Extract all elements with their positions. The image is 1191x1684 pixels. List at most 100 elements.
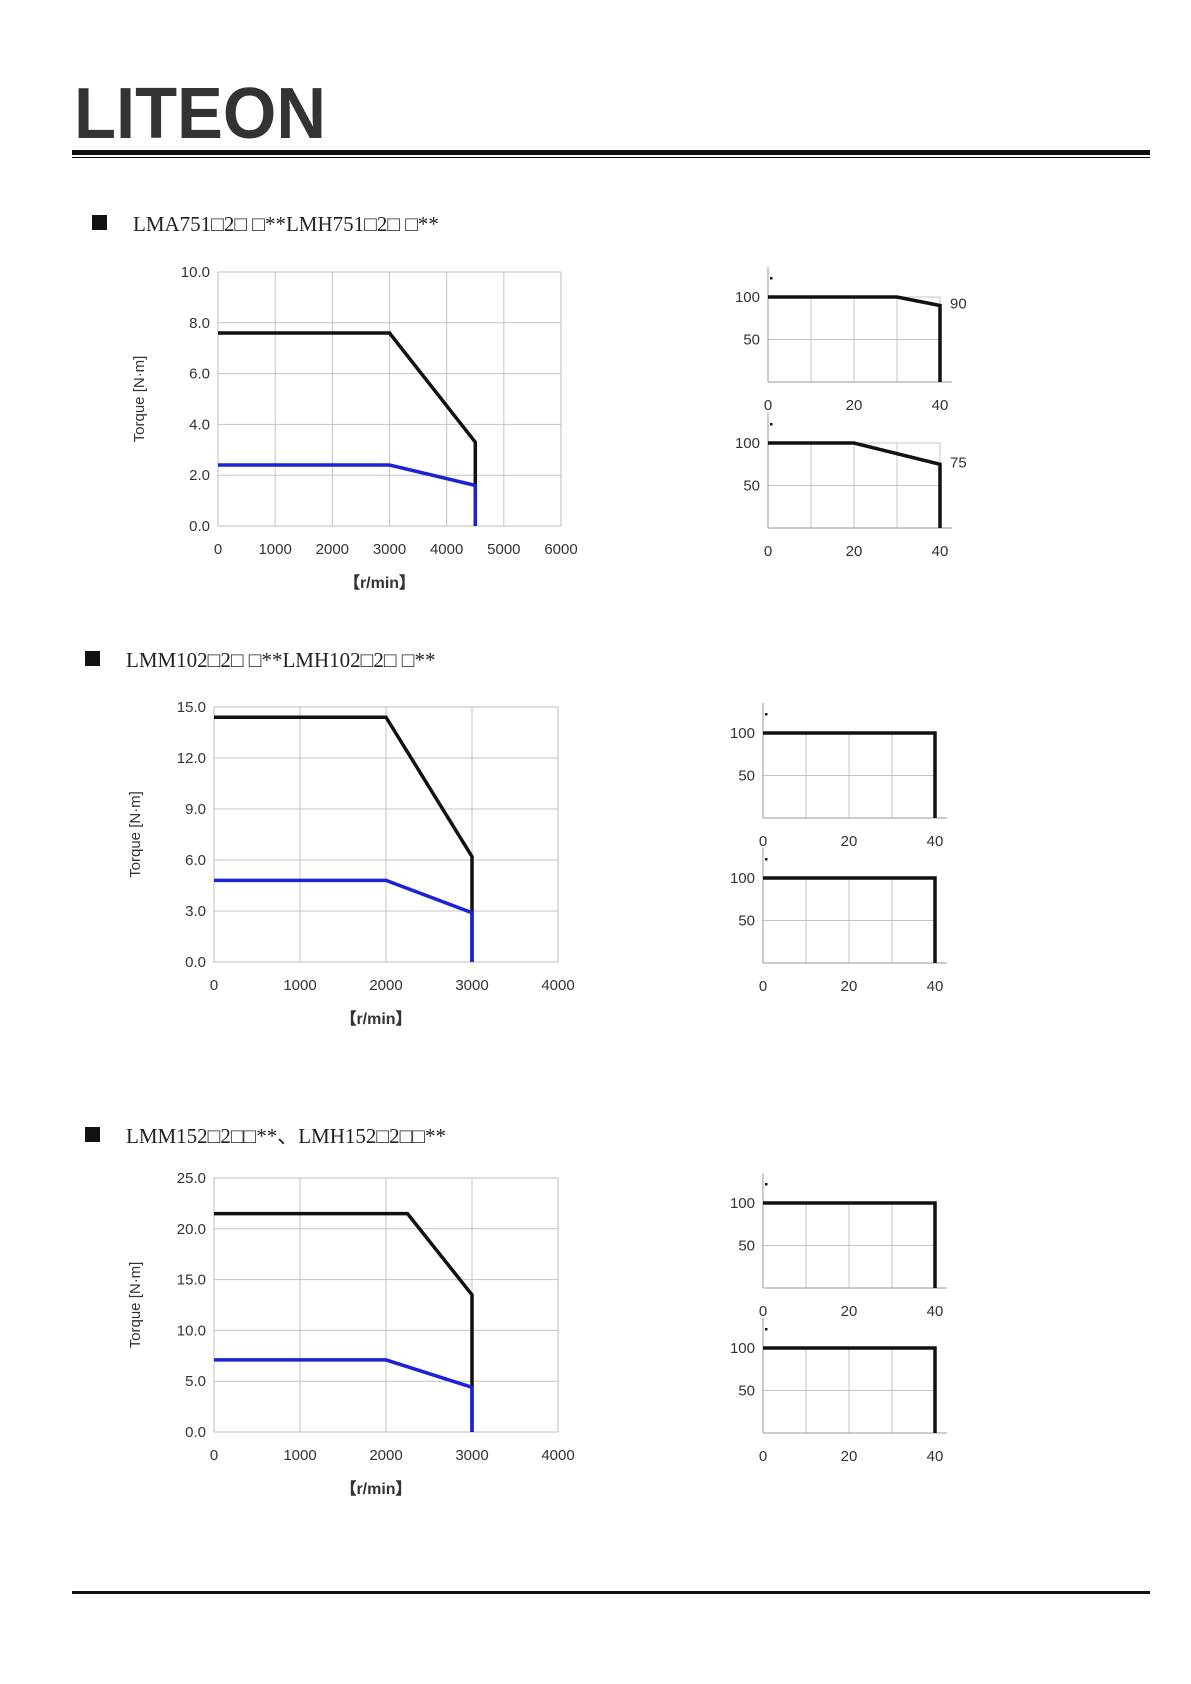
x-tick-label: 4000 bbox=[430, 541, 463, 558]
end-value-label: 90 bbox=[950, 296, 967, 313]
x-tick-label: 3000 bbox=[455, 1447, 488, 1464]
bullet-square bbox=[85, 1127, 100, 1142]
y-tick-label: 9.0 bbox=[185, 801, 206, 818]
x-tick-label: 4000 bbox=[541, 977, 574, 994]
x-tick-label: 20 bbox=[841, 1303, 858, 1320]
section-title-2: LMM102□2□ □**LMH102□2□ □** bbox=[85, 648, 435, 673]
y-tick-label: 100 bbox=[730, 870, 755, 887]
y-tick-label: 50 bbox=[743, 478, 760, 495]
x-tick-label: 5000 bbox=[487, 541, 520, 558]
y-tick-label: 25.0 bbox=[177, 1170, 206, 1187]
y-tick-label: 0.0 bbox=[189, 518, 210, 535]
y-tick-label: 50 bbox=[738, 768, 755, 785]
y-tick-label: 6.0 bbox=[189, 366, 210, 383]
y-tick-label: 6.0 bbox=[185, 852, 206, 869]
y-tick-label: 100 bbox=[730, 1195, 755, 1212]
x-tick-label: 40 bbox=[932, 543, 949, 560]
x-axis-label: 【r/min】 bbox=[344, 574, 415, 592]
y-tick-label: 5.0 bbox=[185, 1373, 206, 1390]
y-tick-label: 2.0 bbox=[189, 467, 210, 484]
x-tick-label: 40 bbox=[927, 833, 944, 850]
section-title-1: LMA751□2□ □**LMH751□2□ □** bbox=[92, 212, 439, 237]
y-tick-label: 50 bbox=[738, 1238, 755, 1255]
x-tick-label: 20 bbox=[846, 397, 863, 414]
y-tick-label: 50 bbox=[738, 913, 755, 930]
peak-torque-curve bbox=[768, 295, 942, 382]
peak-torque-curve bbox=[214, 1211, 474, 1432]
peak-torque-curve bbox=[763, 876, 937, 963]
x-tick-label: 1000 bbox=[283, 977, 316, 994]
logo-text: LITEON bbox=[74, 80, 326, 142]
x-tick-label: 0 bbox=[759, 1303, 767, 1320]
peak-torque-curve bbox=[768, 441, 942, 528]
y-tick-label: 20.0 bbox=[177, 1221, 206, 1238]
y-tick-label: 3.0 bbox=[185, 903, 206, 920]
y-tick-label: 100 bbox=[735, 435, 760, 452]
y-tick-label: 15.0 bbox=[177, 1272, 206, 1289]
end-value-label: 75 bbox=[950, 454, 967, 471]
x-tick-label: 3000 bbox=[455, 977, 488, 994]
x-tick-label: 40 bbox=[932, 397, 949, 414]
peak-torque-curve bbox=[763, 1346, 937, 1433]
bullet-square bbox=[92, 215, 107, 230]
axis-marker-dot bbox=[765, 713, 768, 716]
x-tick-label: 0 bbox=[210, 1447, 218, 1464]
y-axis-label: Torque [N·m] bbox=[127, 1262, 144, 1349]
y-tick-label: 10.0 bbox=[177, 1322, 206, 1339]
x-tick-label: 1000 bbox=[283, 1447, 316, 1464]
section-title-text: LMM152□2□□**、LMH152□2□□** bbox=[126, 1124, 446, 1148]
x-tick-label: 0 bbox=[764, 397, 772, 414]
x-tick-label: 0 bbox=[214, 541, 222, 558]
y-axis-label: Torque [N·m] bbox=[131, 356, 148, 443]
x-axis-label: 【r/min】 bbox=[340, 1480, 411, 1498]
y-axis-label: Torque [N·m] bbox=[127, 791, 144, 878]
x-tick-label: 40 bbox=[927, 1448, 944, 1465]
x-tick-label: 1000 bbox=[258, 541, 291, 558]
liteon-logo: LITEON bbox=[74, 80, 326, 142]
peak-torque-curve bbox=[763, 1201, 937, 1288]
axis-marker-dot bbox=[770, 277, 773, 280]
y-tick-label: 12.0 bbox=[177, 750, 206, 767]
x-tick-label: 40 bbox=[927, 1303, 944, 1320]
x-tick-label: 20 bbox=[841, 833, 858, 850]
y-tick-label: 0.0 bbox=[185, 954, 206, 971]
y-tick-label: 50 bbox=[738, 1383, 755, 1400]
x-tick-label: 0 bbox=[759, 978, 767, 995]
x-tick-label: 2000 bbox=[369, 977, 402, 994]
x-tick-label: 40 bbox=[927, 978, 944, 995]
y-tick-label: 15.0 bbox=[177, 699, 206, 716]
section-title-3: LMM152□2□□**、LMH152□2□□** bbox=[85, 1120, 446, 1150]
axis-marker-dot bbox=[765, 1183, 768, 1186]
y-tick-label: 4.0 bbox=[189, 416, 210, 433]
y-tick-label: 10.0 bbox=[181, 264, 210, 281]
y-tick-label: 100 bbox=[730, 725, 755, 742]
x-tick-label: 6000 bbox=[544, 541, 577, 558]
peak-torque-curve bbox=[763, 731, 937, 818]
x-tick-label: 0 bbox=[759, 833, 767, 850]
plot-frame bbox=[213, 1177, 559, 1433]
y-tick-label: 100 bbox=[735, 289, 760, 306]
rated-torque-curve bbox=[214, 1358, 474, 1432]
x-tick-label: 0 bbox=[759, 1448, 767, 1465]
x-tick-label: 20 bbox=[841, 1448, 858, 1465]
x-tick-label: 0 bbox=[764, 543, 772, 560]
header-rule bbox=[72, 150, 1150, 155]
rated-torque-curve bbox=[214, 878, 474, 962]
bullet-square bbox=[85, 651, 100, 666]
y-tick-label: 0.0 bbox=[185, 1424, 206, 1441]
y-tick-label: 100 bbox=[730, 1340, 755, 1357]
x-tick-label: 3000 bbox=[373, 541, 406, 558]
x-tick-label: 4000 bbox=[541, 1447, 574, 1464]
section-title-text: LMM102□2□ □**LMH102□2□ □** bbox=[126, 648, 436, 672]
x-tick-label: 20 bbox=[846, 543, 863, 560]
rated-torque-curve bbox=[218, 463, 478, 526]
peak-torque-curve bbox=[214, 715, 474, 962]
